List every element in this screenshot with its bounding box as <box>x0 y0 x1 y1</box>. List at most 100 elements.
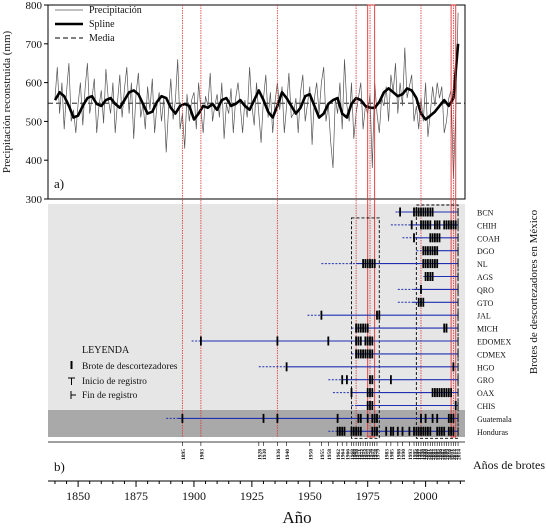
outbreak-year-label: 1974 <box>364 449 370 460</box>
outbreak-year-label: 1928 <box>257 449 263 460</box>
outbreak-mark <box>447 388 450 398</box>
row-oax <box>332 388 459 398</box>
outbreak-year-label: 1995 <box>413 449 419 460</box>
outbreak-mark <box>369 259 371 269</box>
outbreak-mark <box>443 426 446 436</box>
outbreak-year-label: 1999 <box>422 449 428 460</box>
outbreak-mark <box>436 426 439 436</box>
outbreak-mark <box>429 426 432 436</box>
outbreak-mark <box>434 259 436 269</box>
outbreak-mark <box>429 220 432 230</box>
row-label: CDMEX <box>477 350 506 359</box>
outbreak-mark <box>431 207 434 217</box>
outbreak-year-label: 1930 <box>262 449 268 460</box>
outbreak-year-label: 1988 <box>396 449 402 460</box>
x-tick-label: 1900 <box>182 489 206 503</box>
outbreak-year-label: 1996 <box>415 449 421 460</box>
outbreak-mark <box>336 413 339 423</box>
outbreak-mark <box>371 336 374 346</box>
outbreak-mark <box>420 220 422 230</box>
row-cdmex <box>351 349 459 359</box>
row-nl <box>321 259 459 269</box>
outbreak-year-label: 1968 <box>350 449 356 460</box>
outbreak-mark <box>431 233 434 243</box>
outbreak-year-label: 1983 <box>385 449 391 460</box>
outbreak-mark <box>417 426 420 436</box>
outbreak-year-label: 1903 <box>199 449 205 460</box>
legend-media-label: Media <box>89 33 115 44</box>
outbreak-mark <box>415 207 418 217</box>
row-label: NL <box>477 260 488 269</box>
outbreak-mark <box>355 349 357 359</box>
outbreak-mark <box>424 246 427 256</box>
x-tick-label: 1875 <box>124 489 148 503</box>
outbreak-mark <box>366 413 369 423</box>
y-tick-label: 600 <box>26 78 43 90</box>
outbreak-mark <box>452 413 455 423</box>
outbreak-mark <box>366 401 369 410</box>
row-ags <box>423 272 459 281</box>
outbreak-mark <box>429 259 432 269</box>
y-tick-label: 300 <box>26 194 43 206</box>
outbreak-year-label: 1985 <box>389 449 395 460</box>
outbreak-year-label: 1977 <box>371 449 377 460</box>
outbreak-mark <box>431 259 434 269</box>
outbreak-mark <box>420 297 422 307</box>
outbreak-mark <box>445 220 448 230</box>
outbreak-year-label: 1972 <box>359 449 365 460</box>
outbreak-mark <box>399 207 401 217</box>
row-label: QRO <box>477 286 494 295</box>
outbreak-mark <box>422 207 425 217</box>
outbreak-mark <box>362 259 364 269</box>
row-label: CHIH <box>477 221 497 230</box>
outbreak-mark <box>443 220 446 230</box>
panel-a-frame <box>47 4 466 200</box>
outbreak-year-label: 2005 <box>436 449 442 460</box>
outbreak-year-label: 2012 <box>452 449 458 460</box>
row-label: CHIS <box>477 402 495 411</box>
outbreak-mark <box>450 388 452 398</box>
outbreak-mark <box>429 207 432 217</box>
outbreak-mark <box>341 375 344 385</box>
outbreak-mark <box>350 388 353 398</box>
outbreak-mark <box>431 413 434 423</box>
row-label: AGS <box>477 273 493 282</box>
outbreak-mark <box>359 426 362 436</box>
outbreak-mark <box>369 375 371 385</box>
outbreak-mark <box>413 426 415 436</box>
outbreak-mark <box>371 426 374 436</box>
y-tick-label: 500 <box>26 116 43 128</box>
outbreak-mark <box>424 220 427 230</box>
outbreak-year-label: 1958 <box>327 449 333 460</box>
outbreak-mark <box>427 426 429 436</box>
outbreak-mark <box>376 310 378 320</box>
outbreak-year-label: 2011 <box>450 449 456 460</box>
outbreak-mark <box>447 426 450 436</box>
outbreak-mark <box>371 375 374 385</box>
outbreak-mark <box>443 388 446 398</box>
outbreak-year-label: 2013 <box>454 449 460 460</box>
outbreak-year-label: 1962 <box>336 449 342 460</box>
outbreak-mark <box>327 336 330 346</box>
outbreak-mark <box>422 220 425 230</box>
outbreak-mark <box>447 413 450 423</box>
outbreak-year-label: 1966 <box>345 449 351 460</box>
row-label: Honduras <box>477 428 508 437</box>
outbreak-mark <box>424 426 427 436</box>
outbreak-year-label: 1975 <box>366 449 372 460</box>
outbreak-year-label: 1895 <box>181 449 187 460</box>
legend-end-label: Fin de registro <box>82 391 138 401</box>
x-tick-label: 2000 <box>414 489 438 503</box>
row-label: HGO <box>477 363 495 372</box>
outbreak-mark <box>371 413 374 423</box>
panel-a-series <box>48 12 465 178</box>
outbreak-year-label: 1940 <box>285 449 291 460</box>
outbreak-mark <box>401 426 404 436</box>
outbreak-mark <box>373 259 376 269</box>
panel-a-y-label: Precipitación reconstruida (mm) <box>1 30 13 173</box>
outbreak-mark <box>390 375 392 385</box>
row-label: DGO <box>477 247 495 256</box>
panel-b-x-axis: 1850 1875 1900 1925 1950 1975 2000 <box>48 480 465 503</box>
row-chih <box>390 220 459 230</box>
legend-end-mark <box>70 391 76 399</box>
